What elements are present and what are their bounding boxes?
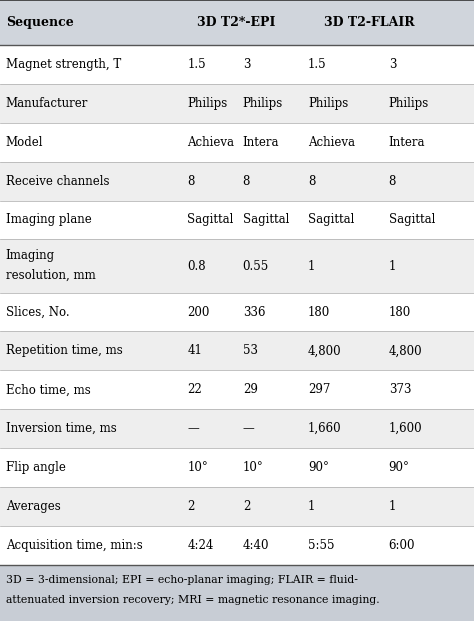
Text: Intera: Intera xyxy=(243,136,279,149)
Text: Sagittal: Sagittal xyxy=(308,214,355,227)
Text: Slices, No.: Slices, No. xyxy=(6,306,69,319)
Text: 8: 8 xyxy=(389,175,396,188)
Bar xyxy=(0,84,474,123)
Text: Intera: Intera xyxy=(389,136,425,149)
Bar xyxy=(0,45,474,84)
Text: Magnet strength, T: Magnet strength, T xyxy=(6,58,121,71)
Text: 2: 2 xyxy=(187,500,195,513)
Text: 8: 8 xyxy=(243,175,250,188)
Text: 297: 297 xyxy=(308,383,330,396)
Text: 22: 22 xyxy=(187,383,202,396)
Text: 1.5: 1.5 xyxy=(308,58,327,71)
Text: 1: 1 xyxy=(308,260,316,273)
Text: 0.8: 0.8 xyxy=(187,260,206,273)
Text: Philips: Philips xyxy=(308,97,348,110)
Text: 3D T2-FLAIR: 3D T2-FLAIR xyxy=(324,16,415,29)
Text: 180: 180 xyxy=(308,306,330,319)
Text: 8: 8 xyxy=(187,175,195,188)
Text: 10°: 10° xyxy=(187,461,208,474)
Text: 1: 1 xyxy=(389,260,396,273)
Text: Inversion time, ms: Inversion time, ms xyxy=(6,422,117,435)
Text: 4,800: 4,800 xyxy=(389,345,422,358)
Text: 180: 180 xyxy=(389,306,411,319)
Text: 10°: 10° xyxy=(243,461,264,474)
Text: 1.5: 1.5 xyxy=(187,58,206,71)
Text: Manufacturer: Manufacturer xyxy=(6,97,88,110)
Text: 3: 3 xyxy=(243,58,250,71)
Text: —: — xyxy=(243,422,255,435)
Text: resolution, mm: resolution, mm xyxy=(6,269,95,282)
Bar xyxy=(0,487,474,526)
Text: Philips: Philips xyxy=(187,97,228,110)
Text: Achieva: Achieva xyxy=(187,136,234,149)
Text: 200: 200 xyxy=(187,306,210,319)
Text: Achieva: Achieva xyxy=(308,136,355,149)
Text: Averages: Averages xyxy=(6,500,61,513)
Text: Sagittal: Sagittal xyxy=(243,214,289,227)
Text: 3: 3 xyxy=(389,58,396,71)
Text: 4,800: 4,800 xyxy=(308,345,342,358)
Bar xyxy=(0,409,474,448)
Text: 1,660: 1,660 xyxy=(308,422,342,435)
Bar xyxy=(0,292,474,332)
Text: 1: 1 xyxy=(389,500,396,513)
Text: Flip angle: Flip angle xyxy=(6,461,65,474)
Text: Philips: Philips xyxy=(243,97,283,110)
Text: 1,600: 1,600 xyxy=(389,422,422,435)
Text: 90°: 90° xyxy=(389,461,410,474)
Text: 2: 2 xyxy=(243,500,250,513)
Text: Philips: Philips xyxy=(389,97,429,110)
Bar xyxy=(0,526,474,564)
Text: 8: 8 xyxy=(308,175,316,188)
Text: 5:55: 5:55 xyxy=(308,538,335,551)
Text: attenuated inversion recovery; MRI = magnetic resonance imaging.: attenuated inversion recovery; MRI = mag… xyxy=(6,594,379,605)
Text: Repetition time, ms: Repetition time, ms xyxy=(6,345,122,358)
Text: Model: Model xyxy=(6,136,43,149)
Text: Sequence: Sequence xyxy=(6,16,73,29)
Text: Sagittal: Sagittal xyxy=(389,214,435,227)
Bar xyxy=(0,239,474,292)
Bar xyxy=(0,201,474,239)
Bar xyxy=(0,123,474,161)
Bar xyxy=(0,564,474,621)
Text: 373: 373 xyxy=(389,383,411,396)
Text: Receive channels: Receive channels xyxy=(6,175,109,188)
Text: 3D T2*-EPI: 3D T2*-EPI xyxy=(197,16,275,29)
Text: 336: 336 xyxy=(243,306,265,319)
Text: 4:40: 4:40 xyxy=(243,538,269,551)
Text: —: — xyxy=(187,422,199,435)
Text: Imaging: Imaging xyxy=(6,249,55,262)
Text: 6:00: 6:00 xyxy=(389,538,415,551)
Bar xyxy=(0,161,474,201)
Text: 4:24: 4:24 xyxy=(187,538,214,551)
Bar xyxy=(0,448,474,487)
Bar xyxy=(0,370,474,409)
Text: 3D = 3-dimensional; EPI = echo-planar imaging; FLAIR = fluid-: 3D = 3-dimensional; EPI = echo-planar im… xyxy=(6,576,357,586)
Text: Acquisition time, min:s: Acquisition time, min:s xyxy=(6,538,143,551)
Text: 41: 41 xyxy=(187,345,202,358)
Text: Echo time, ms: Echo time, ms xyxy=(6,383,91,396)
Text: 90°: 90° xyxy=(308,461,329,474)
Bar xyxy=(0,0,474,45)
Text: 0.55: 0.55 xyxy=(243,260,269,273)
Text: 53: 53 xyxy=(243,345,258,358)
Text: Sagittal: Sagittal xyxy=(187,214,234,227)
Bar xyxy=(0,332,474,370)
Text: Imaging plane: Imaging plane xyxy=(6,214,91,227)
Text: 1: 1 xyxy=(308,500,316,513)
Text: 29: 29 xyxy=(243,383,257,396)
